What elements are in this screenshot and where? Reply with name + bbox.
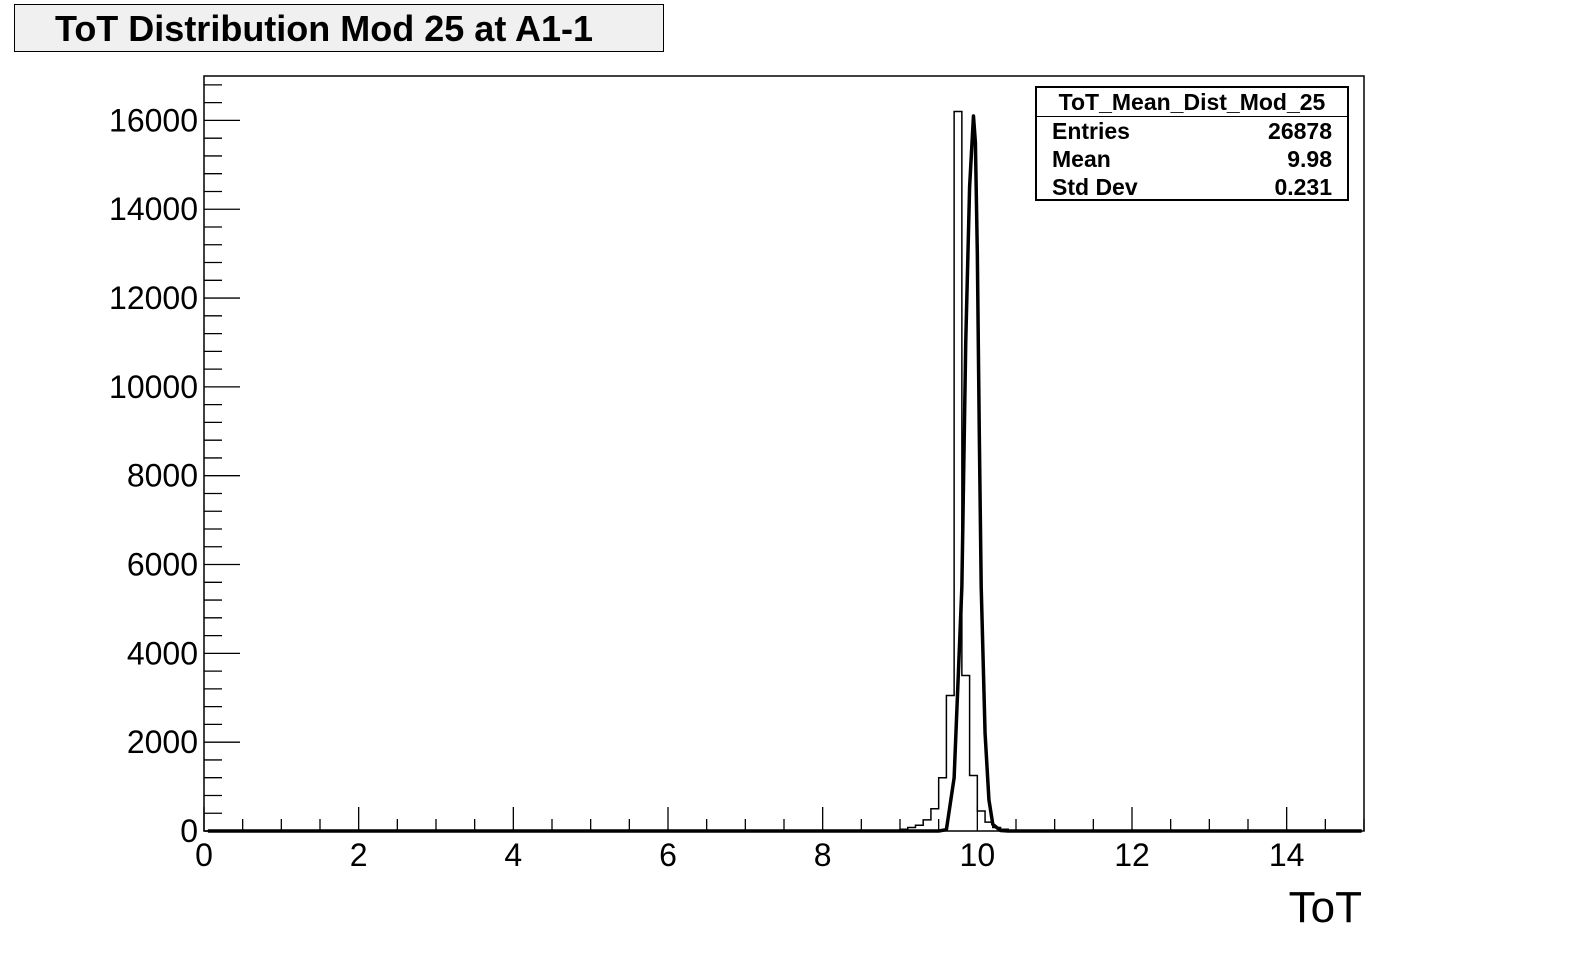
chart-title: ToT Distribution Mod 25 at A1-1: [14, 4, 664, 52]
stats-value: 9.98: [1287, 146, 1332, 172]
x-tick-label: 14: [1269, 837, 1305, 873]
x-tick-label: 2: [350, 837, 368, 873]
stats-name: ToT_Mean_Dist_Mod_25: [1037, 88, 1347, 117]
stats-row-entries: Entries 26878: [1037, 117, 1347, 145]
x-tick-label: 4: [504, 837, 522, 873]
y-tick-label: 0: [180, 813, 198, 849]
x-axis-label: ToT: [1289, 883, 1362, 932]
y-tick-label: 14000: [109, 191, 198, 227]
stats-label: Mean: [1052, 146, 1111, 172]
fit-curve: [207, 114, 1362, 833]
stats-value: 26878: [1268, 118, 1332, 144]
x-tick-label: 10: [960, 837, 996, 873]
y-tick-label: 4000: [127, 635, 198, 671]
x-tick-label: 6: [659, 837, 677, 873]
y-tick-label: 8000: [127, 458, 198, 494]
stats-value: 0.231: [1274, 174, 1332, 200]
stats-row-mean: Mean 9.98: [1037, 145, 1347, 173]
stats-label: Entries: [1052, 118, 1130, 144]
x-tick-label: 12: [1114, 837, 1150, 873]
y-tick-label: 12000: [109, 280, 198, 316]
x-tick-label: 0: [195, 837, 213, 873]
y-tick-label: 6000: [127, 547, 198, 583]
axes: 0 2 4 6 8 10 12 14 0 2000 4000 6000 8000 10000 12000 14…: [109, 84, 1365, 873]
stats-label: Std Dev: [1052, 174, 1138, 200]
stats-box: ToT_Mean_Dist_Mod_25 Entries 26878 Mean …: [1035, 86, 1349, 201]
y-tick-label: 16000: [109, 102, 198, 138]
stats-row-stddev: Std Dev 0.231: [1037, 173, 1347, 201]
y-tick-label: 10000: [109, 369, 198, 405]
x-tick-label: 8: [814, 837, 832, 873]
histogram-series: [204, 110, 1362, 832]
y-tick-label: 2000: [127, 724, 198, 760]
